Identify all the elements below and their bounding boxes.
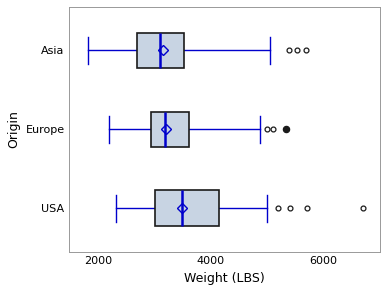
- X-axis label: Weight (LBS): Weight (LBS): [184, 272, 265, 285]
- Y-axis label: Origin: Origin: [7, 110, 20, 148]
- Bar: [137, 33, 183, 68]
- Bar: [151, 112, 189, 147]
- Bar: [155, 190, 219, 226]
